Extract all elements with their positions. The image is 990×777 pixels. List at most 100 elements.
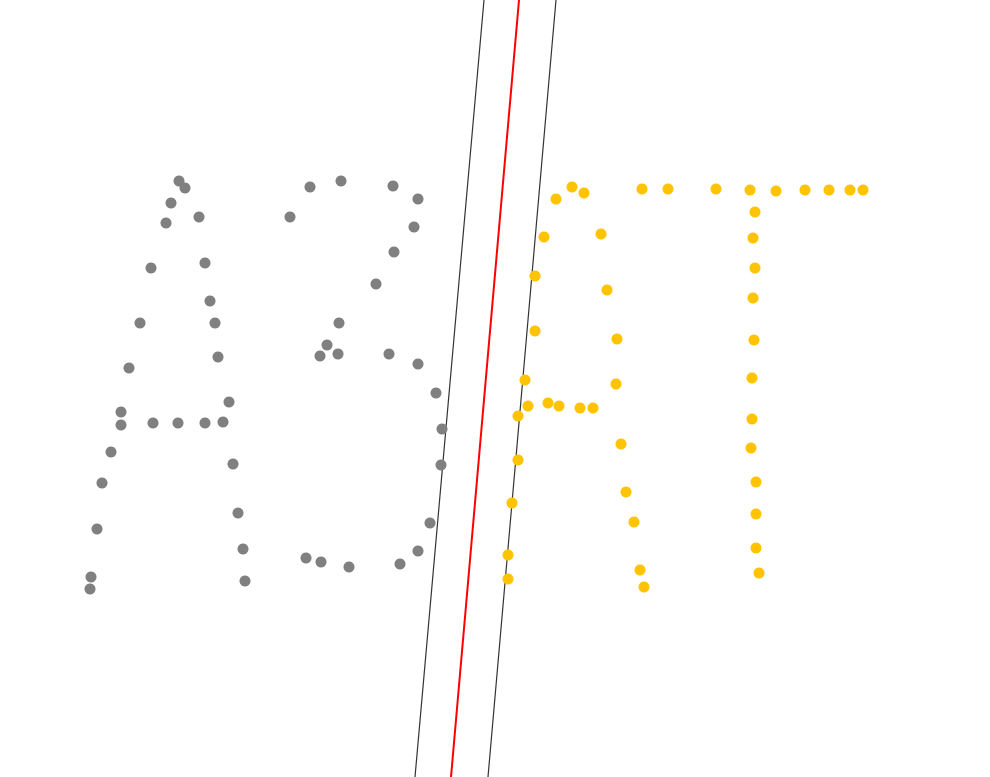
data-point-series-0-40 <box>383 348 395 360</box>
data-point-series-0-42 <box>430 387 442 399</box>
data-point-series-0-6 <box>199 257 211 269</box>
data-point-series-1-23 <box>634 564 646 576</box>
points-layer <box>84 175 869 595</box>
data-point-series-1-30 <box>770 185 782 197</box>
data-point-series-1-3 <box>538 231 550 243</box>
data-point-series-0-9 <box>209 317 221 329</box>
data-point-series-1-38 <box>747 292 759 304</box>
data-point-series-1-32 <box>823 184 835 196</box>
data-point-series-0-31 <box>412 193 424 205</box>
data-point-series-1-46 <box>753 567 765 579</box>
margin-line-1 <box>414 0 485 777</box>
data-point-series-0-10 <box>212 351 224 363</box>
data-point-series-0-27 <box>239 575 251 587</box>
data-point-series-0-43 <box>436 423 448 435</box>
data-point-series-0-30 <box>387 180 399 192</box>
data-point-series-1-4 <box>595 228 607 240</box>
data-point-series-1-41 <box>746 413 758 425</box>
data-point-series-0-39 <box>332 348 344 360</box>
data-point-series-0-35 <box>370 278 382 290</box>
data-point-series-0-13 <box>115 406 127 418</box>
data-point-series-0-48 <box>300 552 312 564</box>
data-point-series-1-0 <box>566 181 578 193</box>
data-point-series-0-32 <box>284 211 296 223</box>
data-point-series-0-4 <box>193 211 205 223</box>
lines-layer <box>414 0 557 777</box>
data-point-series-1-2 <box>550 193 562 205</box>
data-point-series-0-44 <box>435 459 447 471</box>
data-point-series-0-18 <box>217 416 229 428</box>
data-point-series-1-27 <box>662 183 674 195</box>
data-point-series-1-26 <box>636 183 648 195</box>
data-point-series-1-33 <box>844 184 856 196</box>
data-point-series-0-22 <box>232 507 244 519</box>
data-point-series-0-41 <box>412 358 424 370</box>
data-point-series-0-20 <box>227 458 239 470</box>
data-point-series-0-49 <box>315 556 327 568</box>
data-point-series-0-45 <box>424 517 436 529</box>
data-point-series-1-43 <box>750 476 762 488</box>
data-point-series-1-35 <box>749 206 761 218</box>
data-point-series-0-33 <box>408 221 420 233</box>
data-point-series-1-24 <box>502 573 514 585</box>
data-point-series-1-28 <box>710 183 722 195</box>
data-point-series-0-14 <box>115 419 127 431</box>
data-point-series-0-15 <box>147 417 159 429</box>
data-point-series-0-11 <box>123 362 135 374</box>
data-point-series-0-28 <box>304 181 316 193</box>
data-point-series-1-10 <box>610 378 622 390</box>
data-point-series-1-40 <box>746 372 758 384</box>
data-point-series-1-22 <box>502 549 514 561</box>
data-point-series-0-3 <box>160 217 172 229</box>
data-point-series-1-42 <box>745 442 757 454</box>
data-point-series-0-26 <box>84 583 96 595</box>
data-point-series-1-5 <box>529 270 541 282</box>
data-point-series-0-25 <box>85 571 97 583</box>
data-point-series-0-50 <box>343 561 355 573</box>
data-point-series-0-19 <box>105 446 117 458</box>
data-point-series-0-16 <box>172 417 184 429</box>
data-point-series-1-6 <box>601 284 613 296</box>
data-point-series-0-37 <box>321 339 333 351</box>
data-point-series-1-34 <box>857 184 869 196</box>
data-point-series-1-44 <box>750 508 762 520</box>
data-point-series-0-1 <box>179 182 191 194</box>
data-point-series-1-39 <box>748 334 760 346</box>
data-point-series-1-9 <box>519 374 531 386</box>
data-point-series-0-7 <box>204 295 216 307</box>
data-point-series-1-16 <box>512 410 524 422</box>
margin-line-2 <box>487 0 557 777</box>
data-point-series-1-15 <box>587 402 599 414</box>
data-point-series-1-31 <box>799 184 811 196</box>
data-point-series-0-47 <box>394 558 406 570</box>
data-point-series-1-17 <box>615 438 627 450</box>
data-point-series-1-11 <box>522 400 534 412</box>
data-point-series-0-5 <box>145 262 157 274</box>
data-point-series-0-46 <box>412 545 424 557</box>
data-point-series-1-1 <box>578 187 590 199</box>
data-point-series-1-29 <box>744 184 756 196</box>
data-point-series-1-8 <box>611 333 623 345</box>
data-point-series-0-36 <box>333 317 345 329</box>
data-point-series-1-13 <box>553 400 565 412</box>
decision-boundary-line <box>450 0 520 777</box>
data-point-series-1-18 <box>512 454 524 466</box>
data-point-series-0-34 <box>388 246 400 258</box>
data-point-series-1-19 <box>620 486 632 498</box>
data-point-series-1-12 <box>542 397 554 409</box>
data-point-series-0-23 <box>91 523 103 535</box>
data-point-series-1-36 <box>747 232 759 244</box>
data-point-series-0-2 <box>165 197 177 209</box>
data-point-series-0-8 <box>134 317 146 329</box>
data-point-series-1-14 <box>574 402 586 414</box>
data-point-series-0-12 <box>223 396 235 408</box>
data-point-series-0-29 <box>335 175 347 187</box>
data-point-series-0-38 <box>314 350 326 362</box>
data-point-series-1-20 <box>506 497 518 509</box>
data-point-series-1-25 <box>638 581 650 593</box>
data-point-series-0-24 <box>237 543 249 555</box>
data-point-series-1-37 <box>749 262 761 274</box>
data-point-series-0-17 <box>199 417 211 429</box>
